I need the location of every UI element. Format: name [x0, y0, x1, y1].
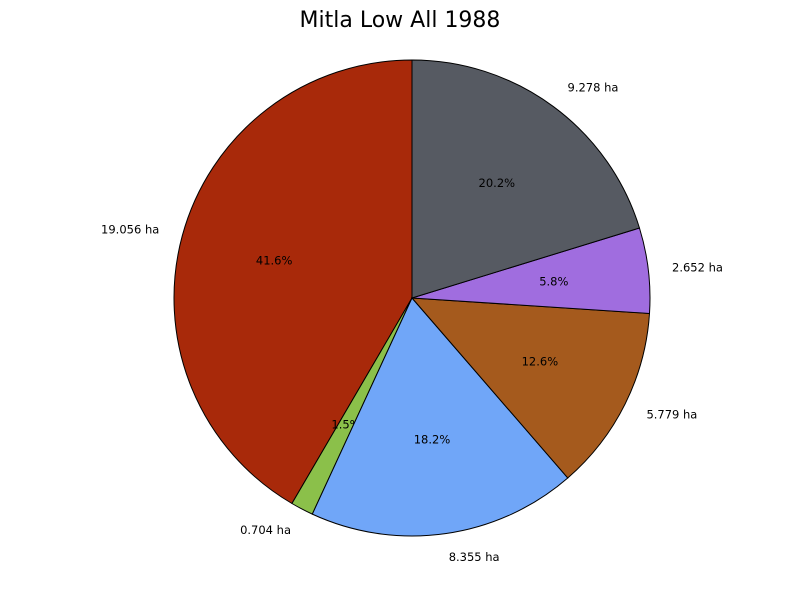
pie-value-label-2: 8.355 ha	[449, 550, 500, 564]
pie-percent-label-4: 5.8%	[539, 274, 568, 288]
pie-slice-2	[311, 297, 569, 537]
pie-value-label-4: 2.652 ha	[672, 260, 723, 274]
pie-slice-5	[411, 59, 641, 299]
pie-percent-label-0: 41.6%	[256, 254, 293, 268]
pie-percent-label-2: 18.2%	[414, 432, 451, 446]
pie-percent-label-3: 12.6%	[522, 355, 559, 369]
pie-slice-0	[173, 59, 413, 505]
pie-percent-label-5: 20.2%	[479, 176, 516, 190]
pie-value-label-3: 5.779 ha	[646, 408, 697, 422]
pie-value-label-1: 0.704 ha	[240, 523, 291, 537]
chart-title: Mitla Low All 1988	[299, 8, 501, 33]
pie-slice-3	[410, 297, 651, 479]
pie-value-label-5: 9.278 ha	[568, 80, 619, 94]
pie-value-label-0: 19.056 ha	[101, 223, 159, 237]
